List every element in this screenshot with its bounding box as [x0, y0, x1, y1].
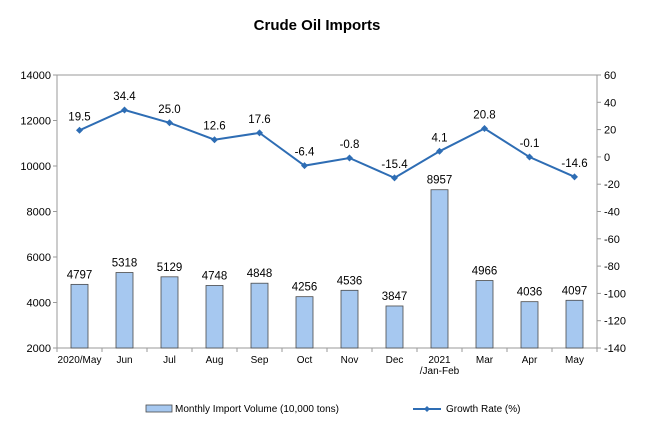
growth-rate-line [79, 108, 575, 180]
left-axis-tick-label: 4000 [27, 298, 51, 310]
axes: 2000 4000 6000 8000 10000 12000 14000 -140 -120 -… [20, 70, 626, 377]
bar [205, 285, 224, 349]
bar-value-label: 3847 [382, 291, 408, 303]
left-axis-tick-label: 6000 [27, 252, 51, 264]
line-point-marker [211, 136, 218, 144]
bar [520, 301, 539, 349]
bar-value-label: 4797 [67, 269, 93, 281]
bar-series: 4797 5318 5129 4748 4848 4256 4536 3847 8957 4966… [67, 175, 588, 349]
line-point-marker [166, 119, 173, 127]
bar-value-label: 4036 [517, 287, 543, 299]
line-value-label: -0.8 [340, 139, 360, 151]
right-axis-tick-label: -20 [604, 179, 620, 191]
x-axis-category-label: May [565, 355, 584, 366]
line-value-label: -14.6 [561, 158, 587, 170]
line-value-label: -15.4 [381, 159, 408, 171]
right-axis-tick-label: -120 [604, 316, 626, 328]
line-value-label: 19.5 [68, 111, 90, 123]
right-axis-tick-label: -60 [604, 234, 620, 246]
bar-value-label: 4848 [247, 268, 273, 280]
right-axis-tick-label: -40 [604, 207, 620, 219]
bar [70, 283, 89, 349]
x-axis-category-label: Jul [163, 355, 176, 366]
x-axis-category-label: Dec [386, 355, 404, 366]
legend: Monthly Import Volume (10,000 tons) Growt… [145, 404, 520, 415]
x-axis-category-label: Apr [522, 355, 538, 366]
bar-value-label: 8957 [427, 175, 453, 187]
line-point-marker [481, 125, 488, 133]
plot-area-frame [56, 74, 598, 349]
line-point-marker [436, 147, 443, 155]
left-axis-tick-label: 2000 [27, 343, 51, 355]
right-axis-tick-label: -140 [604, 343, 626, 355]
bar [385, 305, 404, 349]
line-point-marker [346, 154, 353, 162]
bar [565, 299, 584, 349]
bar-value-label: 4966 [472, 266, 498, 278]
x-axis-category-label: Aug [206, 355, 224, 366]
line-value-label: -6.4 [295, 147, 315, 159]
legend-line-label: Growth Rate (%) [446, 404, 520, 415]
legend-bar-label: Monthly Import Volume (10,000 tons) [175, 404, 339, 415]
right-axis-tick-label: 40 [604, 97, 616, 109]
right-axis-tick-label: -80 [604, 261, 620, 273]
line-point-marker [256, 129, 263, 137]
line-point-marker [391, 174, 398, 182]
bar-value-label: 4748 [202, 270, 228, 282]
x-axis-category-label: Oct [297, 355, 313, 366]
line-value-label: 4.1 [432, 132, 448, 144]
bar-value-label: 5129 [157, 262, 183, 274]
line-point-marker [121, 106, 128, 114]
line-series: 19.5 34.4 25.0 12.6 17.6 -6.4 -0.8 -15.4 4.1 20.8… [68, 91, 588, 182]
right-axis-tick-label: -100 [604, 288, 626, 300]
line-point-marker [76, 126, 83, 134]
right-axis-tick-label: 60 [604, 70, 616, 82]
bar-value-label: 4536 [337, 275, 363, 287]
line-value-label: 20.8 [473, 110, 495, 122]
chart-title: Crude Oil Imports [254, 17, 381, 34]
bar [475, 280, 494, 349]
line-point-marker [301, 162, 308, 170]
left-axis-tick-label: 14000 [20, 70, 51, 82]
right-axis-tick-label: 0 [604, 152, 610, 164]
left-axis-tick-label: 8000 [27, 207, 51, 219]
x-axis-category-label: Sep [251, 355, 269, 366]
x-axis-category-label: Mar [476, 355, 494, 366]
line-value-label: -0.1 [520, 138, 540, 150]
line-value-label: 17.6 [248, 114, 270, 126]
bar [250, 282, 269, 349]
bar [295, 296, 314, 349]
bar [160, 276, 179, 349]
bar-value-label: 4256 [292, 282, 318, 294]
line-value-label: 25.0 [158, 104, 180, 116]
left-axis-tick-label: 10000 [20, 161, 51, 173]
bar [115, 272, 134, 349]
bar [430, 189, 449, 349]
bar-value-label: 5318 [112, 258, 138, 270]
x-axis-category-label: 2021/Jan-Feb [420, 355, 460, 377]
line-value-label: 34.4 [113, 91, 136, 103]
legend-line-marker [424, 406, 430, 412]
line-point-marker [526, 153, 533, 161]
x-axis-category-label: Nov [341, 355, 359, 366]
legend-bar-swatch [145, 404, 173, 413]
x-axis-category-label: 2020/May [58, 355, 102, 366]
right-axis-tick-label: 20 [604, 125, 616, 137]
x-axis-category-label: Jun [116, 355, 132, 366]
bar [340, 289, 359, 349]
line-point-marker [571, 173, 578, 181]
line-value-label: 12.6 [203, 121, 225, 133]
left-axis-tick-label: 12000 [20, 116, 51, 128]
bar-value-label: 4097 [562, 285, 588, 297]
